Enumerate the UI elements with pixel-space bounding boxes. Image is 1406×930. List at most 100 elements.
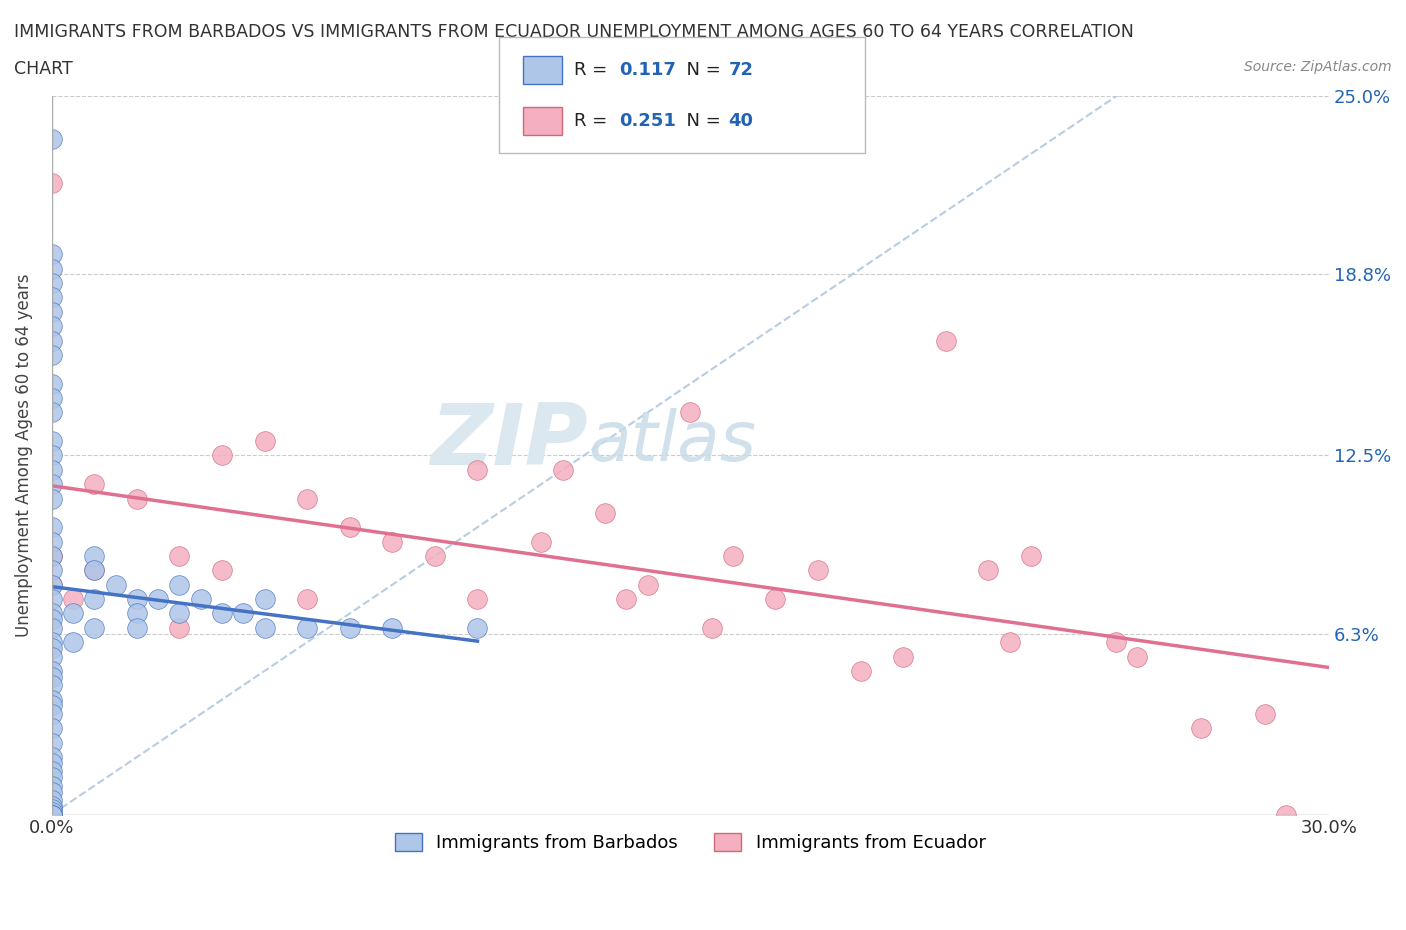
Point [125, 491, 148, 506]
Point [41, 641, 63, 656]
Text: IMMIGRANTS FROM BARBADOS VS IMMIGRANTS FROM ECUADOR UNEMPLOYMENT AMONG AGES 60 T: IMMIGRANTS FROM BARBADOS VS IMMIGRANTS F… [14, 23, 1133, 41]
Point [637, 578, 659, 592]
Point [765, 591, 787, 606]
Point [593, 506, 616, 521]
Point [41, 778, 63, 793]
Point [190, 591, 212, 606]
Point [41, 807, 63, 822]
Point [62, 635, 84, 650]
Point [1275, 807, 1298, 822]
Point [41, 348, 63, 363]
Point [41, 247, 63, 262]
Point [339, 520, 361, 535]
Text: 72: 72 [728, 60, 754, 79]
Point [1189, 721, 1212, 736]
Point [41, 477, 63, 492]
Point [41, 578, 63, 592]
Point [83, 591, 105, 606]
Point [83, 549, 105, 564]
Point [211, 448, 233, 463]
Legend: Immigrants from Barbados, Immigrants from Ecuador: Immigrants from Barbados, Immigrants fro… [388, 826, 993, 859]
Point [41, 698, 63, 712]
Point [169, 549, 191, 564]
Text: N =: N = [675, 60, 727, 79]
Point [41, 333, 63, 348]
Point [41, 721, 63, 736]
Point [998, 635, 1021, 650]
Point [41, 132, 63, 147]
Point [1254, 707, 1277, 722]
Point [41, 792, 63, 807]
Point [41, 433, 63, 448]
Point [41, 405, 63, 419]
Text: R =: R = [574, 112, 613, 130]
Point [295, 591, 318, 606]
Point [41, 807, 63, 822]
Text: 0.251: 0.251 [619, 112, 675, 130]
Point [41, 591, 63, 606]
Point [41, 663, 63, 678]
Point [41, 802, 63, 817]
Point [253, 620, 276, 635]
Point [41, 764, 63, 778]
Point [232, 606, 254, 621]
Point [41, 736, 63, 751]
Text: Source: ZipAtlas.com: Source: ZipAtlas.com [1244, 60, 1392, 74]
Point [41, 549, 63, 564]
Point [148, 591, 170, 606]
Point [1105, 635, 1128, 650]
Point [700, 620, 723, 635]
Point [467, 591, 489, 606]
Point [62, 606, 84, 621]
Point [41, 391, 63, 405]
Point [530, 534, 553, 549]
Point [41, 606, 63, 621]
Point [935, 333, 957, 348]
Point [41, 692, 63, 707]
Point [41, 563, 63, 578]
Point [41, 750, 63, 764]
Point [339, 620, 361, 635]
Text: 0.117: 0.117 [619, 60, 675, 79]
Point [125, 620, 148, 635]
Point [41, 534, 63, 549]
Point [253, 433, 276, 448]
Point [211, 606, 233, 621]
Point [467, 462, 489, 477]
Point [253, 591, 276, 606]
Point [125, 606, 148, 621]
Point [1019, 549, 1042, 564]
Point [381, 534, 404, 549]
Point [423, 549, 446, 564]
Y-axis label: Unemployment Among Ages 60 to 64 years: Unemployment Among Ages 60 to 64 years [15, 273, 32, 637]
Point [41, 804, 63, 819]
Point [41, 799, 63, 814]
Point [41, 462, 63, 477]
Text: N =: N = [675, 112, 727, 130]
Point [41, 770, 63, 785]
Point [679, 405, 702, 419]
Point [41, 275, 63, 290]
Point [977, 563, 1000, 578]
Point [849, 663, 872, 678]
Point [41, 578, 63, 592]
Point [41, 678, 63, 693]
Point [41, 549, 63, 564]
Text: R =: R = [574, 60, 613, 79]
Point [41, 377, 63, 392]
Point [41, 261, 63, 276]
Point [104, 578, 127, 592]
Point [41, 635, 63, 650]
Point [83, 563, 105, 578]
Point [83, 477, 105, 492]
Point [721, 549, 744, 564]
Point [62, 591, 84, 606]
Point [41, 319, 63, 334]
Point [83, 563, 105, 578]
Point [41, 448, 63, 463]
Point [295, 491, 318, 506]
Point [83, 620, 105, 635]
Point [381, 620, 404, 635]
Point [41, 670, 63, 684]
Point [41, 175, 63, 190]
